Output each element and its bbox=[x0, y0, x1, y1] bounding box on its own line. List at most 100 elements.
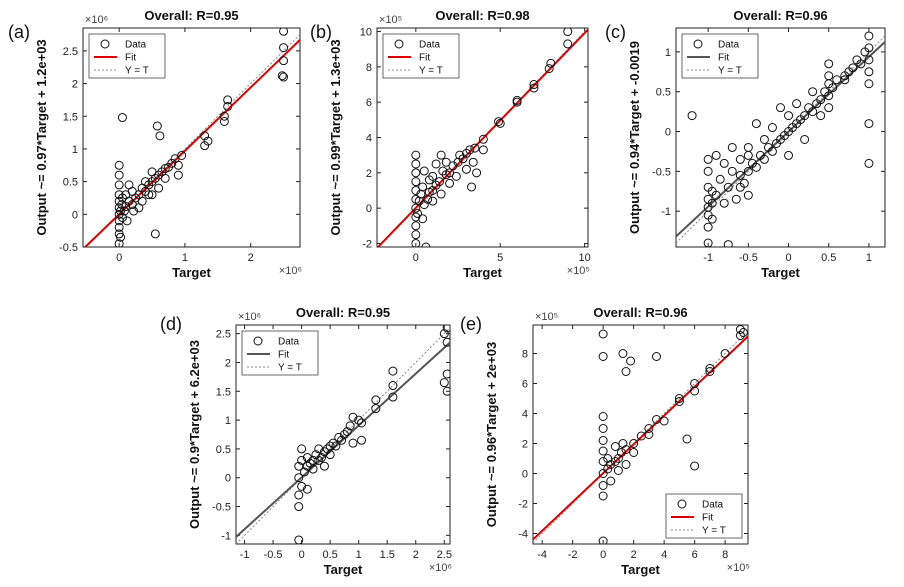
data-point bbox=[824, 59, 834, 69]
data-point bbox=[468, 157, 478, 167]
data-point bbox=[334, 432, 344, 442]
data-point bbox=[767, 146, 777, 156]
data-point bbox=[114, 239, 124, 247]
data-point bbox=[800, 134, 810, 144]
legend-label: Fit bbox=[702, 513, 713, 524]
data-point bbox=[864, 43, 874, 53]
data-point bbox=[616, 448, 626, 457]
y-tick-label: 1 bbox=[225, 415, 231, 427]
plot-area bbox=[676, 31, 885, 247]
x-axis-label: Target bbox=[172, 265, 211, 280]
legend-label: Y = T bbox=[419, 66, 443, 77]
fit-line bbox=[83, 39, 300, 247]
y-tick-label: 6 bbox=[522, 379, 528, 391]
x-tick-label: 1 bbox=[356, 549, 362, 561]
legend-label: Y = T bbox=[278, 363, 302, 374]
data-point bbox=[751, 162, 761, 172]
data-point bbox=[137, 196, 147, 206]
data-point bbox=[659, 416, 669, 426]
data-point bbox=[546, 58, 556, 68]
data-point bbox=[388, 366, 398, 376]
data-point bbox=[703, 222, 713, 232]
data-point bbox=[114, 170, 124, 180]
data-point bbox=[598, 329, 608, 339]
data-point bbox=[856, 59, 866, 69]
data-point bbox=[305, 458, 315, 468]
data-point bbox=[317, 453, 327, 463]
data-point bbox=[674, 397, 684, 406]
data-point bbox=[720, 349, 730, 358]
chart-title: Overall: R=0.95 bbox=[144, 8, 238, 23]
data-point bbox=[442, 386, 450, 396]
y-tick-label: 0 bbox=[665, 127, 671, 139]
data-point bbox=[824, 91, 834, 101]
identity-line bbox=[236, 327, 450, 544]
data-point bbox=[727, 166, 737, 176]
data-point bbox=[727, 142, 737, 152]
plot-area bbox=[533, 325, 748, 544]
data-point bbox=[610, 457, 620, 466]
data-point bbox=[690, 386, 700, 396]
data-point bbox=[767, 123, 777, 133]
data-point bbox=[337, 435, 347, 445]
data-point bbox=[154, 183, 164, 193]
data-point bbox=[544, 64, 554, 74]
x-tick-label: 0 bbox=[116, 252, 122, 264]
data-point bbox=[411, 221, 421, 231]
data-point bbox=[411, 238, 421, 247]
data-point bbox=[115, 232, 125, 242]
data-point bbox=[150, 173, 160, 183]
data-point bbox=[428, 171, 438, 181]
y-tick-label: 8 bbox=[522, 349, 528, 361]
data-point bbox=[279, 56, 289, 66]
legend-label: Fit bbox=[125, 53, 136, 64]
data-point bbox=[494, 117, 504, 127]
legend: Data Fit Y = T bbox=[665, 493, 743, 539]
data-point bbox=[451, 171, 461, 181]
data-point bbox=[277, 71, 287, 81]
data-point bbox=[411, 150, 421, 160]
data-point bbox=[121, 201, 131, 211]
data-point bbox=[598, 424, 608, 433]
y-axis-label: Output ~= 0.97*Target + 1.2e+03 bbox=[34, 39, 49, 235]
y-tick-label: 0.5 bbox=[63, 177, 78, 189]
x-tick-label: 0 bbox=[299, 549, 305, 561]
data-point bbox=[314, 444, 324, 454]
legend: Data Fit Y = T bbox=[382, 33, 460, 79]
y-axis-label: Output ~= 0.99*Target + 1.3e+03 bbox=[328, 39, 343, 235]
y-tick-label: -0.5 bbox=[59, 242, 78, 254]
y-exponent: ×10⁵ bbox=[379, 14, 402, 26]
data-point bbox=[371, 395, 381, 405]
data-point bbox=[388, 381, 398, 391]
data-point bbox=[117, 113, 127, 123]
x-axis-label: Target bbox=[761, 265, 800, 280]
legend-data-marker bbox=[253, 336, 263, 346]
data-point bbox=[319, 461, 329, 471]
data-point bbox=[465, 145, 475, 155]
legend-label: Fit bbox=[718, 53, 729, 64]
data-point bbox=[114, 160, 124, 170]
data-point bbox=[294, 473, 304, 483]
y-tick-label: -1 bbox=[221, 530, 231, 542]
data-point bbox=[529, 80, 539, 90]
y-tick-label: 1.5 bbox=[216, 386, 231, 398]
plot-area bbox=[377, 28, 588, 247]
data-point bbox=[705, 364, 715, 373]
data-point bbox=[598, 536, 608, 544]
data-point bbox=[652, 352, 662, 361]
data-point bbox=[690, 461, 700, 471]
y-tick-label: 2.5 bbox=[216, 329, 231, 341]
data-point bbox=[413, 208, 423, 218]
data-point bbox=[719, 198, 729, 208]
data-point bbox=[467, 182, 477, 192]
data-point bbox=[719, 158, 729, 168]
legend-label: Y = T bbox=[718, 66, 742, 77]
data-point bbox=[140, 177, 150, 187]
legend-data-marker bbox=[693, 39, 703, 49]
data-point bbox=[388, 392, 398, 402]
data-point bbox=[687, 111, 697, 121]
data-point bbox=[200, 131, 210, 141]
data-point bbox=[461, 164, 471, 174]
data-point bbox=[302, 461, 312, 471]
